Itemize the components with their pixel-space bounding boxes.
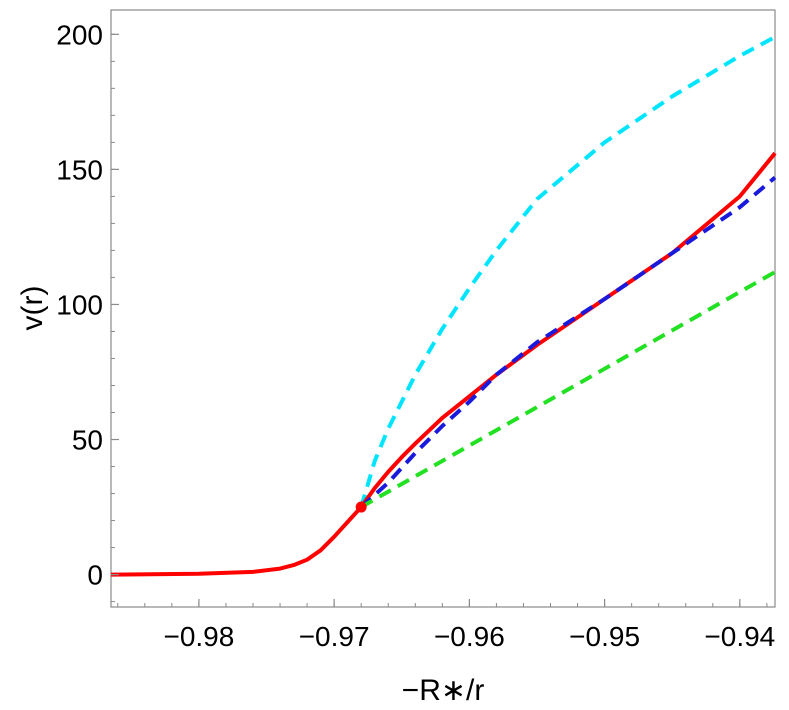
y-tick-label: 100	[56, 289, 103, 320]
y-tick-label: 50	[72, 425, 103, 456]
series-line-4	[360, 270, 776, 509]
x-axis: −0.98 −0.97 −0.96 −0.95 −0.94	[117, 599, 775, 652]
series-line-3	[359, 175, 777, 509]
x-tick-label: −0.98	[163, 621, 234, 652]
transition-point-marker	[355, 501, 367, 513]
x-tick-label: −0.96	[434, 621, 505, 652]
y-tick-label: 150	[56, 154, 103, 185]
y-tick-label: 0	[87, 560, 103, 591]
x-tick-label: −0.97	[299, 621, 370, 652]
plot-frame	[110, 9, 776, 608]
y-axis-label: v(r)	[16, 286, 49, 331]
series-layer	[110, 35, 777, 577]
y-tick-label: 200	[56, 19, 103, 50]
x-tick-label: −0.94	[704, 621, 775, 652]
x-axis-label: −R∗/r	[402, 674, 485, 707]
series-line-2	[110, 151, 777, 577]
x-tick-label: −0.95	[569, 621, 640, 652]
y-axis: 0 50 100 150 200	[56, 19, 119, 603]
